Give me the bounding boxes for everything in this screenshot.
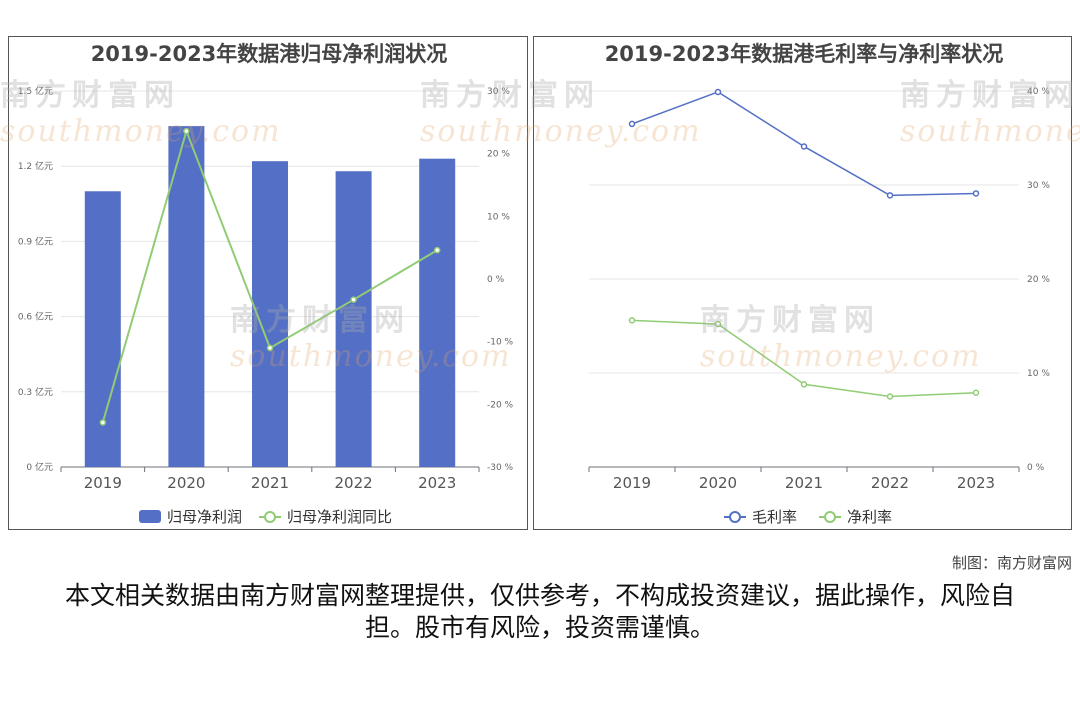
legend-swatch-bar [139, 510, 161, 523]
legend-swatch-marker [729, 511, 741, 523]
bar-2022 [335, 171, 372, 468]
left-axis-tick-label: 0.9 亿元 [18, 235, 53, 247]
x-axis-tick-label: 2020 [167, 474, 205, 492]
right-axis-tick-label: 40 % [1027, 87, 1050, 97]
x-axis-tick-label: 2019 [84, 474, 122, 492]
x-axis-tick-label: 2022 [335, 474, 373, 492]
line-point-2021 [800, 143, 808, 150]
line-point-2022 [886, 192, 894, 199]
x-axis-tick-label: 2023 [418, 474, 456, 492]
left-axis-tick-label: 1.2 亿元 [18, 160, 53, 172]
legend-label: 归母净利润 [167, 508, 242, 526]
x-axis-tick-label: 2020 [699, 474, 737, 492]
legend-swatch-marker [824, 511, 836, 523]
x-axis-tick-label: 2021 [785, 474, 823, 492]
right-axis-tick-label: 30 % [487, 87, 510, 97]
right-axis-tick-label: 20 % [487, 150, 510, 160]
chart-right-svg: 2019-2023年数据港毛利率与净利率状况 0 % 10 % 20 % 30 % 40 … [588, 42, 1050, 526]
line-point-2020 [714, 88, 722, 96]
line-point-2019 [99, 419, 107, 426]
legend-label: 毛利率 [752, 508, 797, 526]
right-axis-tick-label: -30 % [487, 463, 514, 473]
line-point-2022 [886, 393, 894, 400]
bar-2023 [419, 158, 456, 467]
right-axis-tick-label: 0 % [1027, 463, 1045, 473]
right-axis-tick-label: 10 % [1027, 369, 1050, 379]
line-point-2019 [628, 317, 636, 324]
left-axis-tick-label: 0 亿元 [26, 461, 53, 473]
line-point-2023 [972, 190, 980, 197]
chart-title: 2019-2023年数据港毛利率与净利率状况 [605, 42, 1004, 66]
bar-2020 [168, 126, 205, 468]
chart-left-svg: 2019-2023年数据港归母净利润状况 0 亿元 0.3 亿元 0.6 亿元 0.9 … [18, 42, 514, 526]
chart-panel-left: 2019-2023年数据港归母净利润状况 0 亿元 0.3 亿元 0.6 亿元 0.9 … [8, 36, 528, 530]
line-point-2020 [714, 320, 722, 328]
left-axis-tick-label: 0.6 亿元 [18, 311, 53, 323]
disclaimer-text: 本文相关数据由南方财富网整理提供，仅供参考，不构成投资建议，据此操作，风险自担。… [64, 581, 1015, 642]
left-axis-tick-label: 1.5 亿元 [18, 85, 53, 97]
line-point-2020 [183, 127, 190, 135]
line-point-2021 [266, 344, 274, 352]
chart-panel-right: 2019-2023年数据港毛利率与净利率状况 0 % 10 % 20 % 30 % 40 … [533, 36, 1072, 530]
right-axis-tick-label: 10 % [487, 212, 510, 222]
x-axis-tick-label: 2019 [613, 474, 651, 492]
line-point-2023 [433, 246, 441, 254]
legend-label: 净利率 [847, 508, 892, 526]
line-point-2021 [800, 381, 808, 388]
chart-title: 2019-2023年数据港归母净利润状况 [91, 42, 448, 66]
legend-swatch-marker [264, 511, 276, 523]
x-axis-tick-label: 2021 [251, 474, 289, 492]
line-point-2022 [350, 296, 357, 303]
legend-label: 归母净利润同比 [287, 508, 392, 526]
right-axis-tick-label: 0 % [487, 275, 505, 285]
left-axis-tick-label: 0.3 亿元 [18, 386, 53, 398]
line-point-2023 [972, 389, 980, 396]
right-axis-tick-label: -10 % [487, 338, 514, 348]
chart-credit: 制图：南方财富网 [951, 554, 1072, 572]
right-axis-tick-label: 30 % [1027, 181, 1050, 191]
line-point-2019 [628, 120, 636, 128]
right-axis-tick-label: 20 % [1027, 275, 1050, 285]
x-axis-tick-label: 2023 [957, 474, 995, 492]
x-axis-tick-label: 2022 [871, 474, 909, 492]
right-axis-tick-label: -20 % [487, 400, 514, 410]
